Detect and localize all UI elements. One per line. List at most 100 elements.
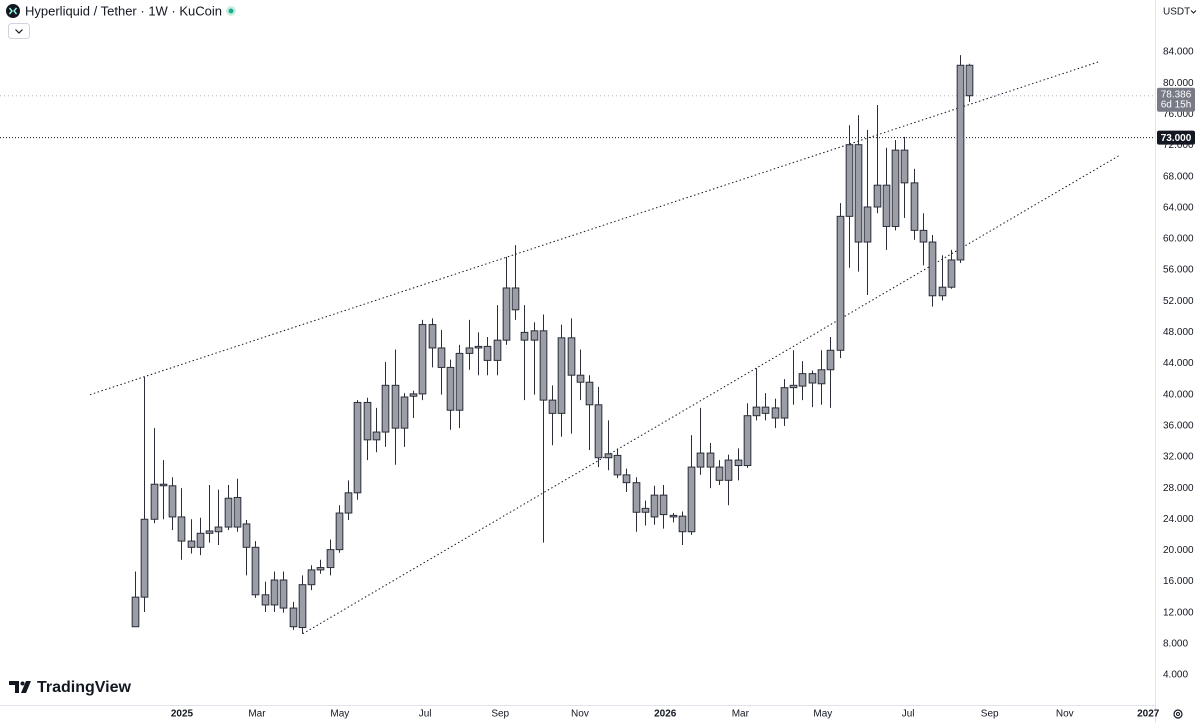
candle-body — [353, 401, 362, 494]
candle-body — [632, 482, 641, 513]
y-tick-label: 40.000 — [1163, 389, 1194, 400]
candle-body — [150, 483, 159, 520]
y-tick-label: 72.000 — [1163, 140, 1194, 151]
candle-body — [882, 184, 891, 227]
candle-body — [335, 512, 344, 551]
chart-title: Hyperliquid / Tether · 1W · KuCoin — [25, 3, 222, 18]
symbol-icon-glyph — [8, 7, 18, 15]
candle-body — [789, 384, 798, 389]
x-tick-label: Jul — [902, 709, 915, 720]
candle-body — [307, 569, 316, 586]
candle-body — [251, 546, 260, 596]
settings-icon-center — [1176, 712, 1180, 716]
candle-body — [669, 514, 678, 518]
candle-body — [465, 347, 474, 354]
candle-body — [659, 494, 668, 516]
candle-body — [743, 415, 752, 467]
y-tick-label: 12.000 — [1163, 607, 1194, 618]
candle-body — [706, 452, 715, 468]
candle-body — [372, 431, 381, 441]
y-tick-label: 48.000 — [1163, 327, 1194, 338]
candle-body — [585, 381, 594, 406]
x-tick-label: May — [813, 709, 832, 720]
plot-area — [0, 55, 1155, 635]
candle-body — [270, 579, 279, 606]
candle-body — [734, 459, 743, 467]
candle-body — [455, 352, 464, 411]
candle-body — [261, 594, 270, 606]
y-tick-label: 16.000 — [1163, 576, 1194, 587]
candle-body — [381, 384, 390, 433]
x-tick-label: Mar — [732, 709, 750, 720]
candle-body — [567, 337, 576, 376]
candle-body — [437, 347, 446, 368]
y-tick-label: 68.000 — [1163, 171, 1194, 182]
y-tick-label: 8.000 — [1163, 639, 1188, 650]
y-tick-label: 84.000 — [1163, 47, 1194, 58]
currency-chevron — [1190, 10, 1197, 14]
x-tick-label: 2025 — [171, 709, 194, 720]
candle-body — [363, 401, 372, 441]
candle-body — [919, 229, 928, 243]
y-tick-label: 20.000 — [1163, 545, 1194, 556]
settings-button[interactable] — [1173, 709, 1183, 719]
y-tick-label: 24.000 — [1163, 514, 1194, 525]
candle-body — [493, 339, 502, 361]
trendline — [89, 60, 1101, 396]
candle-body — [326, 549, 335, 569]
candle-body — [502, 287, 511, 341]
candle-body — [910, 182, 919, 231]
candle-body — [316, 567, 325, 571]
candle-body — [279, 579, 288, 609]
candle-body — [817, 369, 826, 385]
collapse-button[interactable] — [8, 23, 30, 39]
y-tick-label: 56.000 — [1163, 265, 1194, 276]
candle-body — [622, 474, 631, 484]
candle-body — [650, 494, 659, 518]
symbol-icon — [6, 4, 20, 18]
x-tick-label: Nov — [571, 709, 589, 720]
candle-body — [965, 64, 974, 97]
candle-body — [428, 324, 437, 349]
candle-body — [131, 596, 140, 628]
candle-body — [576, 374, 585, 383]
candle-body — [539, 330, 548, 401]
candle-body — [826, 349, 835, 371]
candle-body — [798, 373, 807, 387]
candle-body — [845, 144, 854, 217]
candle-body — [289, 607, 298, 628]
level-label: 73.000 — [1161, 133, 1192, 144]
y-tick-label: 36.000 — [1163, 420, 1194, 431]
candle-body — [873, 184, 882, 208]
y-tick-label: 64.000 — [1163, 202, 1194, 213]
candle-body — [530, 330, 539, 341]
y-tick-label: 60.000 — [1163, 234, 1194, 245]
candle-body — [474, 345, 483, 349]
x-tick-label: Nov — [1056, 709, 1074, 720]
logo-icon-dot — [20, 681, 25, 686]
currency-selector[interactable]: USDT — [1163, 7, 1190, 18]
x-tick-label: 2026 — [654, 709, 677, 720]
candle-body — [854, 144, 863, 243]
candle-body — [678, 515, 687, 533]
x-tick-label: May — [330, 709, 349, 720]
candle-body — [808, 373, 817, 384]
candle-body — [891, 149, 900, 227]
logo-text: TradingView — [37, 679, 132, 696]
candle-body — [391, 384, 400, 429]
candle-body — [344, 492, 353, 514]
candle-body — [761, 406, 770, 414]
candle-body — [140, 518, 149, 598]
candle-body — [557, 337, 566, 414]
x-tick-label: Sep — [491, 709, 509, 720]
candle-body — [900, 149, 909, 184]
candle-body — [400, 396, 409, 429]
candle-body — [159, 483, 168, 487]
candle-body — [771, 407, 780, 419]
candle-body — [696, 452, 705, 468]
candle-body — [242, 523, 251, 548]
candle-body — [177, 516, 186, 542]
candle-body — [214, 526, 223, 533]
